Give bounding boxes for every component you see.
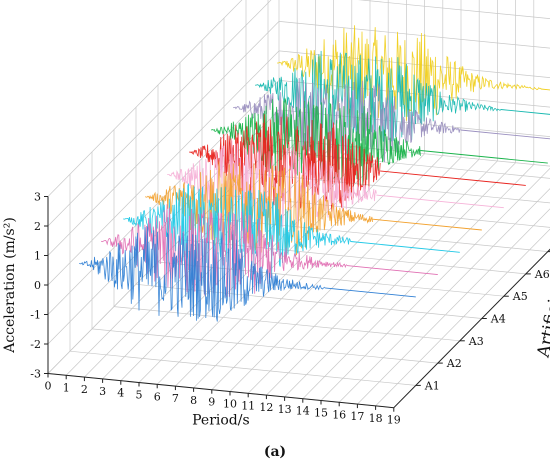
back-grid-line [357, 0, 550, 20]
side-grid-line [47, 80, 280, 315]
axis-layer: 0 1 2 3 4 5 6 7 8 9 10 11 12 13 14 15 16 17 18 19-3-2-10123… [30, 191, 550, 427]
x-tick-label: 3 [99, 385, 106, 398]
wave-series-A5 [167, 140, 504, 229]
y-tick-label: 1 [34, 250, 41, 263]
wave-baseline-A10 [540, 88, 550, 91]
wave-tick-label: A6 [534, 268, 550, 281]
series-layer [79, 25, 550, 322]
wave-series-A7 [211, 98, 548, 186]
wave-line-A2 [101, 204, 348, 298]
wave-baseline-A1 [324, 287, 416, 298]
y-tick-label: 2 [34, 220, 41, 233]
y-tick-label: 3 [34, 191, 41, 204]
x-tick-label: 4 [117, 387, 124, 400]
floor-grid-line [211, 155, 444, 390]
chart-svg: 0 1 2 3 4 5 6 7 8 9 10 11 12 13 14 15 16 17 18 19-3-2-10123… [2, 0, 550, 429]
x-tick-label: 5 [136, 389, 143, 402]
x-tick-label: 17 [350, 410, 364, 423]
side-grid-line [47, 21, 280, 256]
floor-grid-line [338, 188, 550, 403]
y-tick-label: 0 [34, 279, 41, 292]
x-tick-label: 11 [241, 399, 255, 412]
wave-baseline-A5 [376, 194, 504, 209]
wave-series-A1 [79, 226, 416, 322]
wave-baseline-A6 [380, 170, 526, 186]
x-tick-label: 7 [172, 392, 179, 405]
floor-grid-line [320, 167, 550, 401]
x-tick-label: 2 [81, 383, 88, 396]
wave-series-A9 [255, 50, 550, 143]
side-grid-line [47, 50, 280, 286]
wave-baseline-A2 [346, 265, 438, 276]
wave-line-A7 [211, 98, 421, 186]
floor-grid-line [69, 350, 416, 386]
y-tick-label: -1 [30, 309, 41, 322]
floor-grid-line [113, 306, 460, 342]
x-tick-label: 0 [45, 380, 52, 393]
wave-series-A6 [189, 114, 526, 212]
back-grid-line [278, 21, 550, 49]
wave-line-A5 [167, 140, 377, 229]
side-grid-line [47, 0, 243, 197]
wave-tick-label: A1 [424, 379, 440, 392]
x-axis-line [47, 373, 394, 409]
floor-grid-line [229, 157, 462, 392]
wave-line-A8 [232, 77, 461, 163]
wave-baseline-A3 [350, 241, 460, 253]
floor-grid-line [267, 150, 550, 179]
y-axis-title: Acceleration (m/s²) [2, 217, 18, 354]
wave-line-A6 [189, 114, 381, 212]
wave-tick-label: A3 [468, 335, 484, 348]
floor-grid-line [193, 153, 425, 389]
y-tick-label: -3 [30, 368, 41, 381]
floor-grid-line [284, 162, 516, 398]
wave-baseline-A9 [500, 109, 550, 115]
floor-grid-line [375, 228, 550, 407]
wave-tick-label: A2 [446, 357, 462, 370]
x-tick-label: 9 [208, 396, 215, 409]
x-tick-label: 8 [190, 394, 197, 407]
x-tick-label: 15 [314, 407, 328, 420]
wave-line-A1 [79, 226, 326, 322]
floor-grid-line [266, 160, 498, 396]
wave-line-A9 [255, 50, 502, 143]
x-axis-title: Period/s [192, 413, 250, 429]
x-tick-label: 10 [223, 398, 237, 411]
x-tick-label: 13 [278, 403, 292, 416]
wave-axis-line [393, 248, 550, 409]
wave-series-A8 [232, 77, 550, 163]
wave-series-A2 [101, 204, 438, 298]
x-tick-label: 6 [154, 390, 161, 403]
x-tick-label: 16 [332, 408, 346, 421]
figure-caption: (a) [263, 444, 287, 460]
x-tick-label: 14 [296, 405, 310, 418]
x-tick-label: 18 [369, 412, 383, 425]
x-tick-label: 19 [387, 414, 401, 427]
wave-baseline-A4 [372, 218, 482, 231]
x-tick-label: 1 [63, 381, 70, 394]
floor-grid-line [91, 328, 438, 364]
side-grid-line [47, 0, 272, 227]
floor-grid-line [302, 164, 535, 399]
y-tick-label: -2 [30, 338, 41, 351]
wave-baseline-A7 [420, 150, 548, 164]
x-tick-label: 12 [259, 401, 273, 414]
wave-tick-label: A5 [512, 290, 528, 303]
floor-grid-line [223, 194, 550, 228]
wave-tick-label: A4 [490, 313, 506, 326]
floor-grid-line [247, 158, 480, 394]
wave-baseline-A8 [460, 129, 550, 140]
